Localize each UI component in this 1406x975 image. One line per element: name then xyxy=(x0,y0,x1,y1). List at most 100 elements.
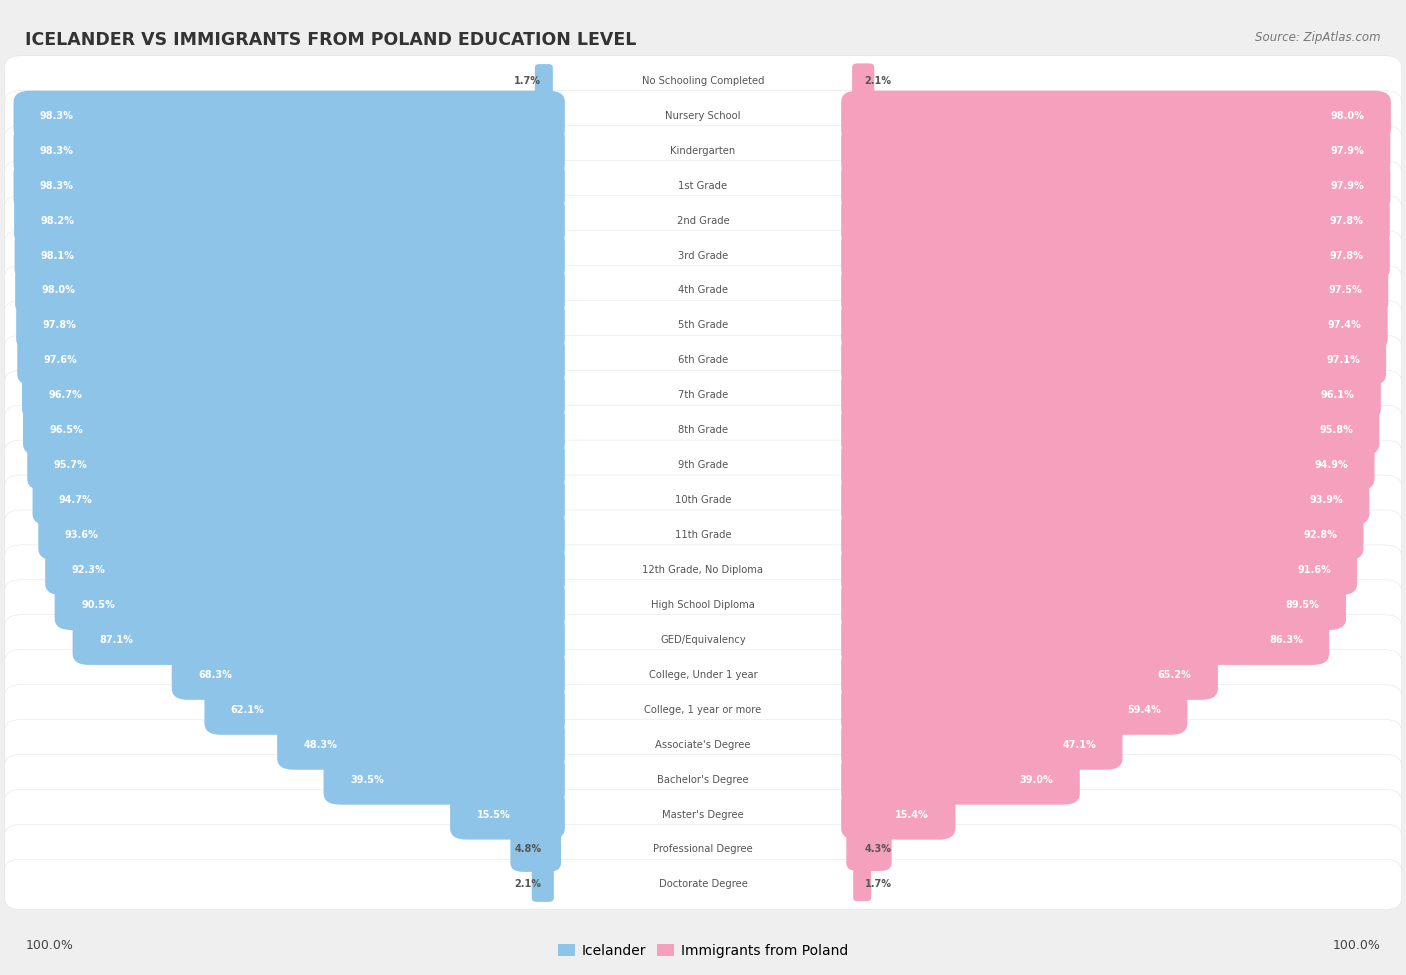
Text: 97.6%: 97.6% xyxy=(44,355,77,366)
Text: 3rd Grade: 3rd Grade xyxy=(678,251,728,260)
Text: 98.0%: 98.0% xyxy=(1330,111,1365,121)
Text: 6th Grade: 6th Grade xyxy=(678,355,728,366)
Text: GED/Equivalency: GED/Equivalency xyxy=(661,635,745,644)
FancyBboxPatch shape xyxy=(17,300,565,350)
FancyBboxPatch shape xyxy=(14,230,565,281)
FancyBboxPatch shape xyxy=(22,370,565,420)
FancyBboxPatch shape xyxy=(852,63,875,98)
Text: 100.0%: 100.0% xyxy=(1333,939,1381,953)
FancyBboxPatch shape xyxy=(450,790,565,839)
FancyBboxPatch shape xyxy=(4,230,1402,281)
FancyBboxPatch shape xyxy=(38,510,565,560)
FancyBboxPatch shape xyxy=(14,196,565,246)
FancyBboxPatch shape xyxy=(4,265,1402,316)
Text: 97.9%: 97.9% xyxy=(1330,145,1364,156)
Text: 98.0%: 98.0% xyxy=(42,286,76,295)
Text: 68.3%: 68.3% xyxy=(198,670,232,680)
FancyBboxPatch shape xyxy=(841,545,1357,595)
Text: 15.5%: 15.5% xyxy=(477,809,510,820)
Text: 90.5%: 90.5% xyxy=(82,600,115,610)
Text: Associate's Degree: Associate's Degree xyxy=(655,740,751,750)
Text: 91.6%: 91.6% xyxy=(1296,565,1330,575)
Text: 11th Grade: 11th Grade xyxy=(675,530,731,540)
Text: No Schooling Completed: No Schooling Completed xyxy=(641,76,765,86)
FancyBboxPatch shape xyxy=(14,91,565,140)
Text: 92.8%: 92.8% xyxy=(1303,530,1337,540)
FancyBboxPatch shape xyxy=(841,91,1391,140)
FancyBboxPatch shape xyxy=(841,649,1218,700)
Text: 2.1%: 2.1% xyxy=(865,76,891,86)
FancyBboxPatch shape xyxy=(4,510,1402,560)
FancyBboxPatch shape xyxy=(4,720,1402,769)
FancyBboxPatch shape xyxy=(841,755,1080,804)
FancyBboxPatch shape xyxy=(4,649,1402,700)
Text: 4.3%: 4.3% xyxy=(865,844,891,854)
Text: 97.8%: 97.8% xyxy=(1330,251,1364,260)
FancyBboxPatch shape xyxy=(4,825,1402,875)
Text: College, 1 year or more: College, 1 year or more xyxy=(644,705,762,715)
Text: 89.5%: 89.5% xyxy=(1286,600,1320,610)
FancyBboxPatch shape xyxy=(55,580,565,630)
FancyBboxPatch shape xyxy=(841,440,1375,490)
Text: 100.0%: 100.0% xyxy=(25,939,73,953)
FancyBboxPatch shape xyxy=(73,615,565,665)
FancyBboxPatch shape xyxy=(841,335,1386,385)
FancyBboxPatch shape xyxy=(4,91,1402,140)
Text: 95.7%: 95.7% xyxy=(53,460,87,470)
Text: Master's Degree: Master's Degree xyxy=(662,809,744,820)
FancyBboxPatch shape xyxy=(841,406,1379,455)
Text: 93.9%: 93.9% xyxy=(1309,495,1343,505)
Legend: Icelander, Immigrants from Poland: Icelander, Immigrants from Poland xyxy=(553,938,853,963)
Text: 92.3%: 92.3% xyxy=(72,565,105,575)
Text: 98.3%: 98.3% xyxy=(39,180,73,191)
Text: 2.1%: 2.1% xyxy=(515,879,541,889)
Text: Source: ZipAtlas.com: Source: ZipAtlas.com xyxy=(1256,31,1381,44)
Text: 97.1%: 97.1% xyxy=(1326,355,1360,366)
FancyBboxPatch shape xyxy=(4,580,1402,630)
Text: 65.2%: 65.2% xyxy=(1157,670,1192,680)
Text: Doctorate Degree: Doctorate Degree xyxy=(658,879,748,889)
FancyBboxPatch shape xyxy=(841,510,1364,560)
FancyBboxPatch shape xyxy=(4,126,1402,176)
FancyBboxPatch shape xyxy=(4,406,1402,455)
Text: Bachelor's Degree: Bachelor's Degree xyxy=(657,774,749,785)
FancyBboxPatch shape xyxy=(323,755,565,804)
FancyBboxPatch shape xyxy=(841,684,1187,735)
Text: 4.8%: 4.8% xyxy=(515,844,541,854)
FancyBboxPatch shape xyxy=(32,475,565,526)
FancyBboxPatch shape xyxy=(27,440,565,490)
FancyBboxPatch shape xyxy=(534,64,553,98)
FancyBboxPatch shape xyxy=(510,827,561,872)
Text: 97.4%: 97.4% xyxy=(1327,321,1361,331)
FancyBboxPatch shape xyxy=(531,867,554,902)
FancyBboxPatch shape xyxy=(841,615,1329,665)
Text: 98.1%: 98.1% xyxy=(41,251,75,260)
FancyBboxPatch shape xyxy=(841,370,1381,420)
FancyBboxPatch shape xyxy=(4,196,1402,246)
Text: Professional Degree: Professional Degree xyxy=(654,844,752,854)
FancyBboxPatch shape xyxy=(841,196,1389,246)
FancyBboxPatch shape xyxy=(841,300,1388,350)
Text: 15.4%: 15.4% xyxy=(896,809,929,820)
FancyBboxPatch shape xyxy=(4,755,1402,804)
Text: 96.5%: 96.5% xyxy=(49,425,83,435)
FancyBboxPatch shape xyxy=(4,684,1402,735)
Text: 2nd Grade: 2nd Grade xyxy=(676,215,730,225)
Text: 97.8%: 97.8% xyxy=(1330,215,1364,225)
FancyBboxPatch shape xyxy=(4,790,1402,839)
FancyBboxPatch shape xyxy=(15,265,565,316)
Text: 97.5%: 97.5% xyxy=(1329,286,1362,295)
Text: 1.7%: 1.7% xyxy=(515,76,541,86)
FancyBboxPatch shape xyxy=(846,828,891,871)
Text: 4th Grade: 4th Grade xyxy=(678,286,728,295)
FancyBboxPatch shape xyxy=(853,868,872,901)
Text: 39.5%: 39.5% xyxy=(350,774,384,785)
Text: 98.3%: 98.3% xyxy=(39,145,73,156)
Text: 98.2%: 98.2% xyxy=(41,215,75,225)
FancyBboxPatch shape xyxy=(4,370,1402,420)
FancyBboxPatch shape xyxy=(277,720,565,769)
Text: 86.3%: 86.3% xyxy=(1270,635,1303,644)
FancyBboxPatch shape xyxy=(4,475,1402,526)
FancyBboxPatch shape xyxy=(841,475,1369,526)
FancyBboxPatch shape xyxy=(4,545,1402,595)
